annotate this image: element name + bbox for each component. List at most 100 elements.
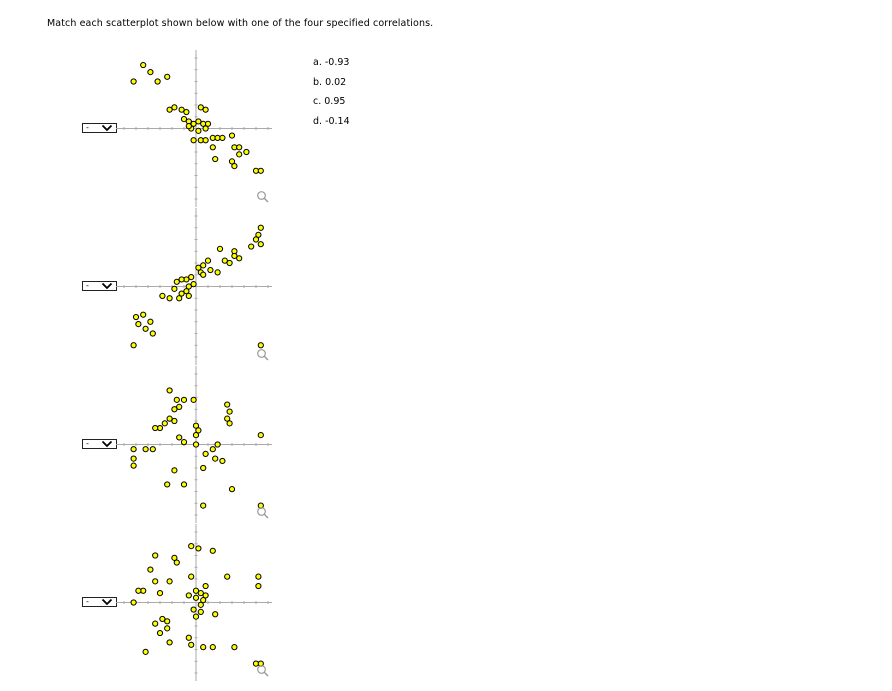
data-point — [192, 432, 200, 439]
magnifier-icon[interactable] — [256, 348, 270, 362]
data-point — [130, 462, 137, 469]
magnifier-icon[interactable] — [256, 506, 270, 520]
data-point — [202, 592, 209, 599]
data-point — [149, 446, 156, 453]
data-point — [219, 134, 226, 142]
data-point — [152, 424, 159, 432]
data-point — [231, 252, 238, 260]
data-point — [188, 274, 195, 281]
data-point — [195, 127, 202, 134]
data-point — [202, 137, 209, 144]
data-point — [192, 613, 200, 620]
data-point — [164, 481, 171, 488]
data-point — [200, 644, 207, 651]
data-point — [228, 132, 236, 139]
data-point — [200, 271, 207, 278]
data-point — [209, 547, 216, 554]
data-point — [221, 257, 228, 264]
data-point — [188, 573, 195, 580]
data-point — [192, 587, 200, 594]
data-point — [195, 427, 202, 434]
data-point — [183, 108, 190, 116]
data-point — [147, 318, 154, 325]
data-point — [195, 545, 202, 552]
data-point — [257, 241, 264, 248]
correlation-select-1[interactable]: - — [82, 123, 117, 133]
data-point — [192, 594, 200, 601]
correlation-select-2[interactable]: - — [82, 281, 117, 291]
data-point — [135, 587, 142, 594]
data-point — [197, 601, 204, 608]
data-point — [130, 455, 137, 462]
data-point — [140, 311, 147, 318]
data-point — [166, 387, 173, 394]
correlation-select-3[interactable]: - — [82, 439, 117, 449]
data-point — [216, 245, 224, 253]
data-point — [195, 118, 202, 125]
data-point — [236, 151, 243, 158]
data-point — [202, 125, 209, 132]
data-point — [152, 578, 159, 585]
data-point — [166, 578, 173, 585]
data-point — [171, 285, 178, 292]
data-point — [224, 415, 231, 422]
correlation-select-4[interactable]: - — [82, 597, 117, 607]
data-point — [226, 420, 233, 427]
data-point — [202, 450, 209, 458]
data-point — [190, 396, 197, 403]
data-point — [257, 342, 264, 349]
data-point — [185, 283, 192, 290]
data-point — [192, 441, 200, 448]
data-point — [190, 606, 197, 613]
data-point — [243, 148, 250, 156]
scatterplot-1-svg — [116, 50, 272, 207]
data-point — [130, 446, 137, 453]
data-point — [231, 644, 238, 651]
data-point — [200, 597, 207, 604]
data-point — [152, 552, 159, 559]
data-point — [188, 641, 195, 648]
data-point — [200, 464, 207, 472]
data-point — [185, 592, 192, 599]
data-point — [185, 292, 192, 300]
data-point — [173, 559, 180, 566]
data-point — [202, 106, 209, 113]
data-point — [164, 625, 171, 632]
data-point — [257, 432, 264, 439]
data-point — [212, 455, 219, 462]
data-point — [255, 582, 262, 590]
data-point — [204, 257, 212, 264]
data-point — [156, 590, 164, 597]
data-point — [252, 236, 260, 243]
data-point — [159, 292, 166, 300]
data-point — [231, 163, 238, 170]
data-point — [255, 573, 262, 580]
data-point — [178, 276, 185, 283]
data-point — [147, 566, 154, 573]
magnifier-icon[interactable] — [256, 190, 270, 204]
data-point — [178, 290, 185, 297]
data-point — [212, 611, 219, 618]
magnifier-icon[interactable] — [256, 664, 270, 678]
data-point — [257, 167, 264, 174]
data-point — [164, 618, 171, 625]
data-point — [142, 648, 149, 655]
data-point — [180, 481, 188, 488]
chevron-down-icon — [101, 440, 113, 448]
data-point — [226, 259, 233, 267]
scatterplot-4 — [116, 524, 276, 681]
data-point — [219, 457, 226, 465]
data-point — [130, 342, 137, 349]
data-point — [166, 639, 173, 646]
chevron-down-icon — [101, 282, 113, 290]
scatterplot-2 — [116, 208, 276, 365]
data-point — [185, 123, 192, 130]
data-point — [255, 231, 262, 238]
data-point — [197, 590, 204, 597]
data-point — [228, 158, 236, 165]
data-point — [195, 264, 202, 271]
data-point — [212, 155, 219, 163]
data-point — [209, 446, 216, 453]
data-point — [156, 629, 164, 637]
data-point — [173, 278, 180, 285]
